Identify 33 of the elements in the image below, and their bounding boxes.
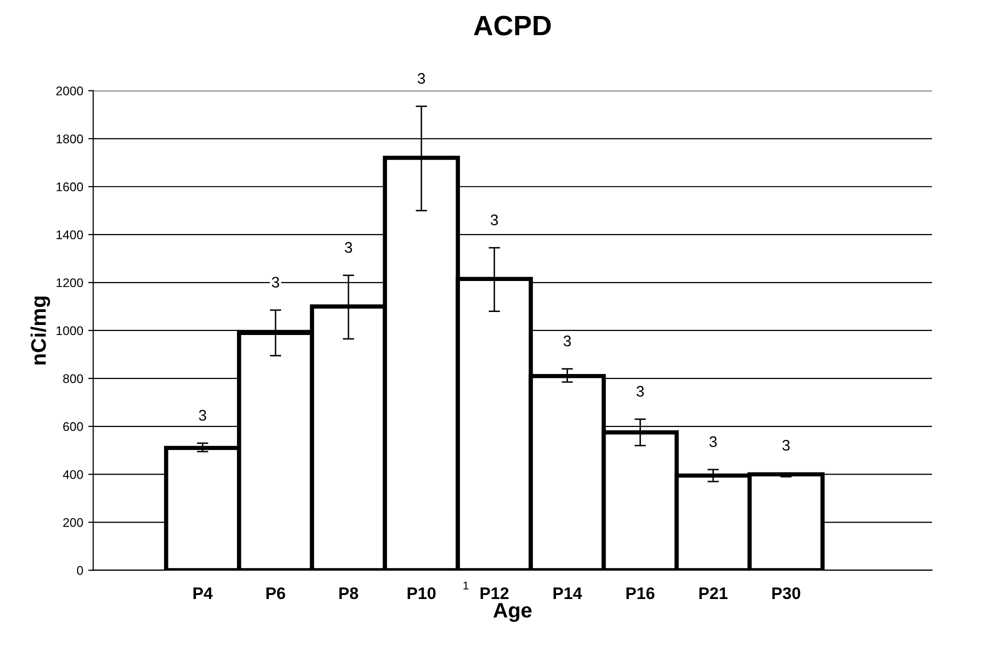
annotation: 3 — [272, 276, 280, 288]
annotation: 3 — [344, 242, 352, 253]
y-tick-label: 0 — [77, 566, 83, 575]
y-tick-label: 600 — [63, 422, 83, 432]
chart-title: ACPD — [474, 16, 551, 36]
annotation: 3 — [418, 73, 425, 84]
annotation: 3 — [709, 436, 717, 448]
y-tick-label: 2000 — [56, 86, 83, 96]
x-tick-label: P12 — [480, 587, 508, 599]
x-tick-label: P8 — [339, 587, 358, 600]
annotation: 3 — [782, 440, 790, 451]
annotation: 3 — [636, 386, 644, 397]
y-tick-label: 1600 — [56, 182, 83, 192]
y-tick-label: 1800 — [56, 134, 83, 144]
y-axis-title: nCi/mg — [30, 296, 50, 364]
x-axis-title: Age — [493, 603, 532, 622]
y-tick-label: 200 — [63, 518, 83, 527]
x-tick-label: P14 — [554, 588, 582, 599]
x-tick-label: P4 — [194, 588, 213, 599]
text: 1 — [464, 582, 468, 590]
x-tick-label: P10 — [408, 587, 436, 600]
x-tick-label: P21 — [699, 587, 728, 599]
annotation: 3 — [490, 214, 498, 226]
x-tick-label: P16 — [626, 587, 654, 600]
x-tick-label: P30 — [772, 587, 800, 600]
annotation: 3 — [564, 336, 571, 346]
y-tick-label: 1200 — [56, 278, 83, 288]
y-tick-label: 800 — [63, 374, 83, 384]
y-tick-label: 400 — [62, 470, 83, 479]
y-tick-label: 1000 — [56, 326, 83, 336]
x-tick-label: P6 — [266, 587, 286, 600]
y-tick-label: 1400 — [56, 230, 83, 240]
annotation: 3 — [198, 410, 206, 421]
